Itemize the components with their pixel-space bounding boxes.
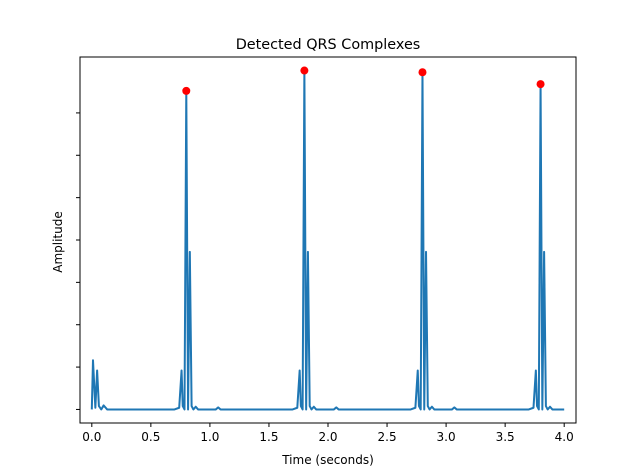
x-tick-label: 2.5: [378, 430, 397, 444]
x-tick-label: 4.0: [555, 430, 574, 444]
plot-area: [90, 66, 565, 411]
x-axis-label: Time (seconds): [281, 453, 374, 467]
peak-marker: [300, 66, 309, 75]
x-tick-label: 0.5: [141, 430, 160, 444]
x-tick-label: 3.5: [496, 430, 515, 444]
x-tick-label: 0.0: [82, 430, 101, 444]
x-tick-label: 3.0: [437, 430, 456, 444]
axes-frame: [79, 56, 577, 424]
axes: 0.0 0.5 1.0 1.5 2.0 2.5 3.0 3.5 4.0: [76, 56, 577, 444]
peak-marker: [182, 86, 191, 95]
chart-title: Detected QRS Complexes: [236, 37, 421, 53]
x-tick-label: 1.0: [200, 430, 219, 444]
x-tick-label: 1.5: [259, 430, 278, 444]
peak-marker: [536, 80, 545, 89]
x-tick-label: 2.0: [318, 430, 337, 444]
y-axis-label: Amplitude: [51, 211, 65, 273]
signal-line: [90, 69, 565, 411]
peak-marker: [418, 68, 427, 77]
